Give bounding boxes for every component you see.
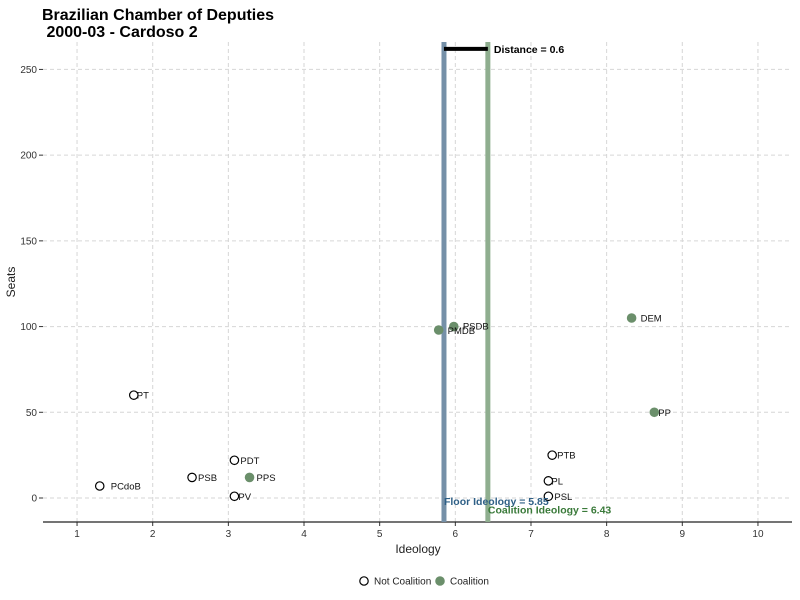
x-tick-label: 4: [301, 529, 307, 540]
label-ptb: PTB: [557, 451, 575, 462]
label-pt: PT: [137, 391, 149, 402]
point-pl: [543, 476, 554, 486]
chart-title-line-1: Brazilian Chamber of Deputies: [42, 7, 274, 24]
x-tick-label: 9: [680, 529, 686, 540]
reference-lines: [441, 42, 491, 522]
point-dem: [626, 313, 637, 323]
legend: Not Coalition Coalition: [359, 576, 489, 588]
label-pv: PV: [238, 492, 251, 503]
point-pps: [244, 472, 255, 483]
point-pdt: [229, 455, 240, 466]
legend-coalition-label: Coalition: [450, 577, 489, 588]
chart-title-line-2: 2000-03 - Cardoso 2: [42, 24, 198, 41]
point-pmdb: [433, 325, 444, 335]
point-ptb: [547, 450, 557, 460]
legend-coalition-key: [435, 576, 445, 586]
y-axis-title: Seats: [4, 267, 18, 298]
y-tick-label: 0: [31, 494, 37, 505]
x-tick-label: 5: [377, 529, 383, 540]
x-tick-label: 7: [528, 529, 534, 540]
x-tick-label: 1: [74, 529, 80, 540]
x-tick-label: 6: [453, 529, 459, 540]
y-tick-label: 250: [20, 65, 37, 76]
legend-not-coalition-key: [359, 576, 369, 586]
x-tick-label: 3: [226, 529, 232, 540]
grid: [43, 42, 792, 522]
point-pcdob: [94, 481, 105, 491]
label-pmdb: PMDB: [448, 326, 475, 337]
label-psdb: PSDB: [463, 322, 489, 333]
point-psb: [187, 472, 197, 483]
point-pv: [229, 491, 240, 502]
y-tick-label: 50: [26, 408, 38, 419]
x-tick-label: 2: [150, 529, 156, 540]
coalition-ideology-label: Coalition Ideology = 6.43: [488, 504, 612, 516]
floor-ideology-label: Floor Ideology = 5.85: [444, 496, 549, 508]
label-psb: PSB: [198, 473, 217, 484]
label-pcdob: PCdoB: [111, 482, 141, 493]
point-pt: [128, 390, 139, 400]
label-pps: PPS: [257, 473, 276, 484]
label-psl: PSL: [554, 492, 572, 503]
x-tick-label: 8: [604, 529, 610, 540]
y-tick-label: 100: [20, 322, 37, 333]
label-pl: PL: [551, 476, 563, 487]
label-dem: DEM: [641, 314, 662, 325]
y-tick-label: 150: [20, 236, 37, 247]
point-psdb: [449, 321, 459, 332]
x-tick-label: 10: [752, 529, 764, 540]
label-pp: PP: [658, 408, 671, 419]
label-pdt: PDT: [240, 456, 259, 467]
data-points: [94, 313, 660, 502]
point-psl: [543, 491, 554, 502]
point-pp: [649, 407, 660, 418]
annotations: Distance = 0.6 Floor Ideology = 5.85Coali…: [443, 44, 612, 516]
x-axis-title: Ideology: [395, 542, 440, 556]
y-tick-label: 200: [20, 151, 37, 162]
legend-not-coalition-label: Not Coalition: [374, 577, 431, 588]
distance-label: Distance = 0.6: [494, 44, 564, 56]
